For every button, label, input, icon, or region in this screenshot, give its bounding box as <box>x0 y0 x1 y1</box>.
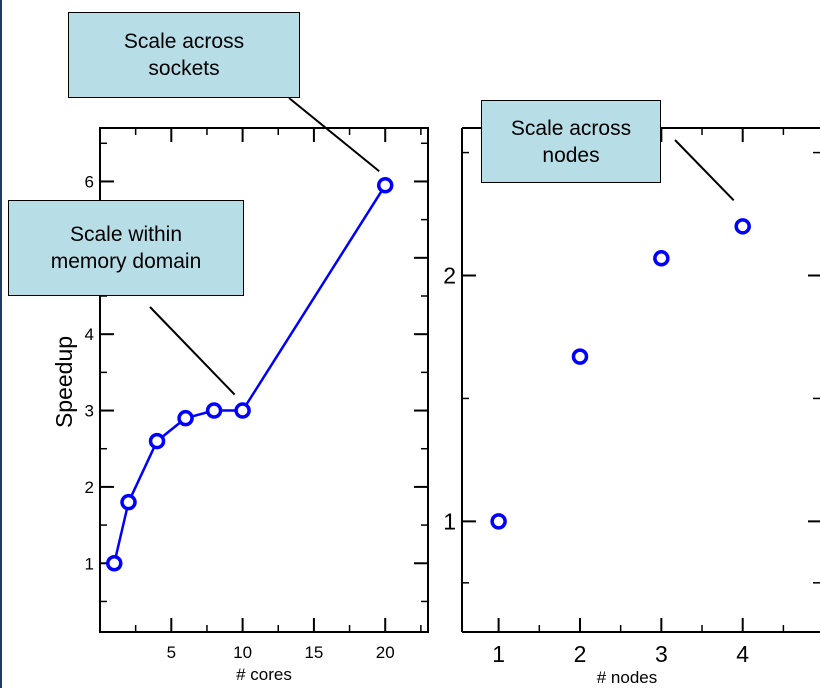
callout-scale-across-nodes: Scale across nodes <box>481 100 661 183</box>
callout-scale-within-memory-domain: Scale within memory domain <box>8 200 244 296</box>
memory-domain-leader-line <box>150 307 235 395</box>
callout-memory-line-2: memory domain <box>51 248 202 275</box>
cores-y-tick-label: 4 <box>85 325 94 344</box>
cores-data-point <box>179 412 192 425</box>
nodes-leader-line <box>675 140 734 200</box>
nodes-minor-ticks <box>462 128 820 632</box>
sockets-leader-line <box>289 98 379 171</box>
cores-data-point <box>151 435 164 448</box>
cores-data-point <box>379 179 392 192</box>
cores-plot: 5101520123456 # cores Speedup <box>51 98 428 684</box>
nodes-data-point <box>573 350 586 363</box>
callout-memory-line-1: Scale within <box>51 221 202 248</box>
nodes-y-tick-label: 2 <box>443 263 456 289</box>
cores-x-axis-label: # cores <box>236 665 292 684</box>
callout-sockets-line-2: sockets <box>124 55 244 82</box>
cores-y-tick-label: 1 <box>85 554 94 573</box>
nodes-ticks: 1 2 3 4 1 2 <box>443 128 820 667</box>
nodes-data-point <box>736 220 749 233</box>
cores-x-tick-label: 20 <box>376 643 395 662</box>
callout-scale-across-sockets: Scale across sockets <box>68 12 300 98</box>
callout-nodes-line-2: nodes <box>511 142 631 169</box>
cores-y-tick-label: 6 <box>85 172 94 191</box>
cores-x-tick-label: 15 <box>304 643 323 662</box>
nodes-data-point <box>655 252 668 265</box>
cores-y-tick-label: 3 <box>85 402 94 421</box>
cores-y-tick-label: 2 <box>85 478 94 497</box>
nodes-plot: 1 2 3 4 1 2 # nodes <box>443 128 820 687</box>
speedup-y-axis-label: Speedup <box>51 336 77 428</box>
nodes-x-tick-label: 1 <box>492 641 505 667</box>
cores-data-point <box>108 557 121 570</box>
nodes-x-tick-label: 4 <box>736 641 749 667</box>
nodes-data-points <box>492 220 749 528</box>
callout-sockets-line-1: Scale across <box>124 28 244 55</box>
nodes-y-tick-label: 1 <box>443 508 456 534</box>
nodes-x-tick-label: 3 <box>655 641 668 667</box>
nodes-data-point <box>492 515 505 528</box>
cores-data-point <box>122 496 135 509</box>
nodes-x-tick-label: 2 <box>574 641 587 667</box>
cores-data-point <box>208 404 221 417</box>
cores-x-tick-label: 10 <box>233 643 252 662</box>
callout-nodes-line-1: Scale across <box>511 115 631 142</box>
nodes-x-axis-label: # nodes <box>597 668 658 687</box>
cores-data-point <box>236 404 249 417</box>
cores-x-tick-label: 5 <box>167 643 176 662</box>
